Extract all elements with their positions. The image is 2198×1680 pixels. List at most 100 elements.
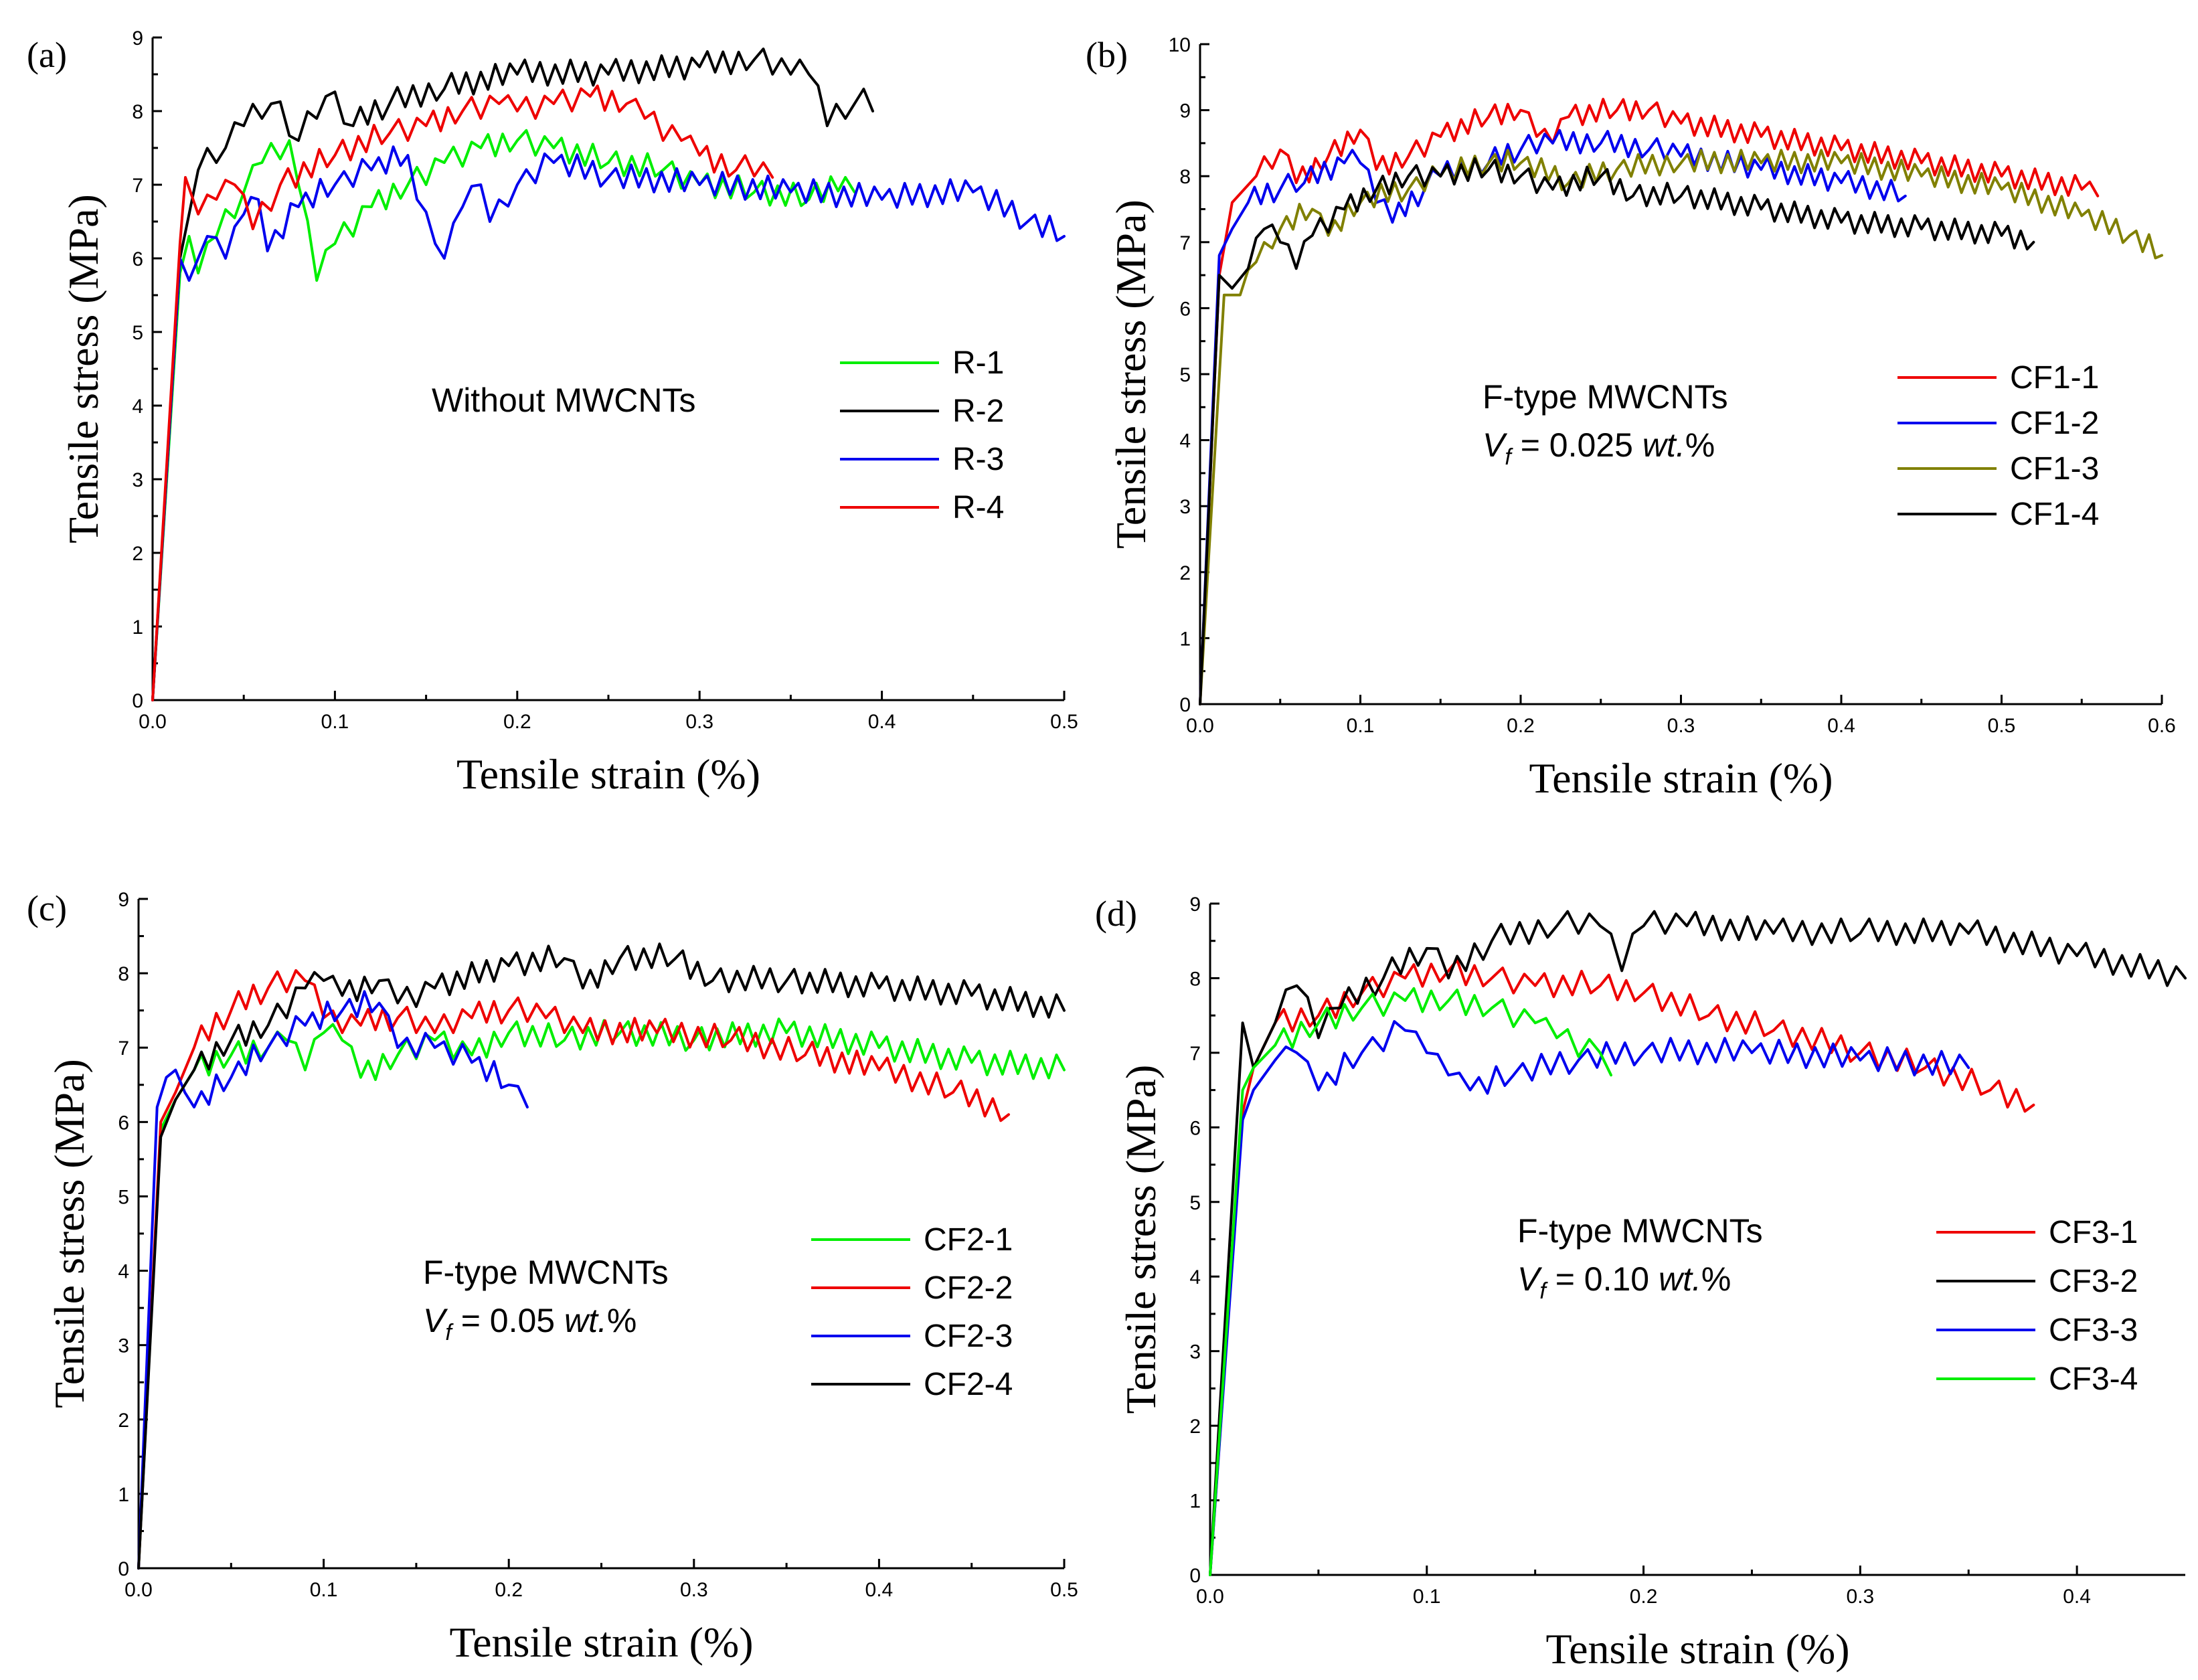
annotation-volume-fraction: Vf = 0.025 wt.% [1483, 426, 1715, 470]
x-tick-label: 0.4 [865, 1579, 894, 1601]
x-tick-label: 0.4 [1827, 715, 1855, 737]
series-line-cf2-3 [137, 990, 529, 1570]
legend-label: R-3 [952, 442, 1004, 477]
x-tick-label: 0.0 [124, 1579, 153, 1601]
y-tick-label: 9 [1179, 100, 1191, 122]
y-tick-label: 9 [1189, 894, 1201, 916]
panel-letter: (a) [27, 35, 67, 75]
y-tick-label: 6 [1179, 298, 1191, 320]
y-tick-label: 6 [1189, 1117, 1201, 1139]
y-tick-label: 8 [118, 963, 129, 985]
y-tick-label: 7 [132, 175, 143, 197]
y-tick-label: 6 [118, 1112, 129, 1134]
x-tick-label: 0.1 [1413, 1586, 1441, 1608]
legend-label: CF1-1 [2010, 360, 2099, 396]
legend: CF2-1 CF2-2 CF2-3 CF2-4 [811, 1222, 1013, 1402]
x-tick-label: 0.5 [1050, 1579, 1078, 1601]
series-line-cf1-3 [1199, 149, 2163, 705]
annotation-label: F-type MWCNTs [1517, 1212, 1763, 1250]
x-tick-label: 0.0 [1186, 715, 1214, 737]
x-axis-title: Tensile strain (%) [1545, 1625, 1849, 1673]
y-tick-label: 0 [118, 1558, 129, 1580]
y-tick-label: 1 [118, 1484, 129, 1506]
legend-label: CF2-2 [924, 1270, 1013, 1306]
y-tick-label: 8 [132, 101, 143, 123]
series-line-cf2-4 [137, 942, 1066, 1570]
chart-panel-3: (c) 0.0 0.1 0.2 0.3 0.4 0.5 0 1 2 3 4 5 6 7 8 9 Tensile s… [27, 888, 1078, 1666]
x-tick-label: 0.2 [495, 1579, 523, 1601]
y-tick-label: 2 [118, 1410, 129, 1432]
legend-label: CF1-3 [2010, 451, 2099, 487]
legend-label: CF3-3 [2049, 1313, 2138, 1348]
y-tick-label: 1 [1189, 1491, 1201, 1513]
y-tick-label: 7 [1179, 232, 1191, 254]
y-tick-label: 5 [132, 322, 143, 344]
y-tick-label: 1 [132, 616, 143, 639]
y-tick-label: 2 [132, 543, 143, 565]
chart-panel-1: (a) 0.0 0.1 0.2 0.3 0.4 0.5 0 1 2 3 4 5 6 7 8 9 Tensile s… [27, 27, 1078, 798]
annotation-label: F-type MWCNTs [423, 1254, 669, 1291]
y-tick-label: 0 [1179, 694, 1191, 716]
y-tick-label: 4 [132, 396, 143, 418]
x-axis-title: Tensile strain (%) [449, 1618, 753, 1666]
series-line-cf1-1 [1199, 98, 2100, 705]
series-line-cf2-1 [137, 1017, 1066, 1570]
series-line-r-3 [151, 145, 1066, 701]
y-tick-label: 5 [1179, 364, 1191, 386]
y-tick-label: 3 [132, 469, 143, 491]
x-tick-label: 0.2 [503, 711, 531, 733]
y-tick-label: 7 [1189, 1043, 1201, 1065]
legend-label: CF3-2 [2049, 1264, 2138, 1299]
series-line-r-2 [151, 48, 874, 701]
y-tick-label: 5 [1189, 1192, 1201, 1214]
y-axis-title: Tensile stress (MPa) [46, 1059, 93, 1408]
x-tick-label: 0.3 [1846, 1586, 1874, 1608]
x-tick-label: 0.4 [2063, 1586, 2091, 1608]
annotation-label: F-type MWCNTs [1483, 378, 1728, 416]
x-tick-label: 0.3 [685, 711, 713, 733]
series-line-r-1 [151, 129, 856, 701]
y-axis-title: Tensile stress (MPa) [1117, 1065, 1165, 1414]
legend-label: CF1-4 [2010, 497, 2099, 532]
legend-label: CF2-3 [924, 1319, 1013, 1354]
y-tick-label: 0 [1189, 1565, 1201, 1587]
x-tick-label: 0.5 [1988, 715, 2016, 737]
y-tick-label: 4 [118, 1261, 129, 1283]
legend-label: CF1-2 [2010, 406, 2099, 441]
y-tick-label: 1 [1179, 628, 1191, 650]
series-line-cf1-2 [1199, 129, 1907, 705]
x-tick-label: 0.0 [1196, 1586, 1224, 1608]
x-tick-label: 0.5 [1050, 711, 1078, 733]
legend-label: CF2-4 [924, 1367, 1013, 1402]
y-tick-label: 6 [132, 248, 143, 270]
annotation-volume-fraction: Vf = 0.05 wt.% [423, 1302, 637, 1345]
y-tick-label: 9 [118, 889, 129, 911]
legend: CF1-1 CF1-2 CF1-3 CF1-4 [1897, 360, 2099, 532]
y-tick-label: 7 [118, 1037, 129, 1060]
y-tick-label: 9 [132, 27, 143, 50]
panel-letter: (d) [1095, 894, 1137, 934]
x-tick-label: 0.1 [321, 711, 349, 733]
y-tick-label: 2 [1179, 562, 1191, 584]
y-tick-label: 2 [1189, 1416, 1201, 1438]
y-tick-label: 0 [132, 690, 143, 712]
legend-label: R-1 [952, 345, 1004, 381]
y-tick-label: 3 [1179, 496, 1191, 518]
y-tick-label: 10 [1169, 34, 1191, 56]
chart-panel-2: (b) 0.0 0.1 0.2 0.3 0.4 0.5 0.6 0 1 2 3 4 5 6 7 8 9 10 Tens… [1086, 34, 2176, 802]
legend-label: R-2 [952, 394, 1004, 429]
y-tick-label: 3 [1189, 1341, 1201, 1363]
y-tick-label: 8 [1179, 166, 1191, 188]
y-tick-label: 4 [1179, 430, 1191, 452]
y-tick-label: 4 [1189, 1266, 1201, 1288]
x-tick-label: 0.6 [2148, 715, 2176, 737]
x-tick-label: 0.1 [310, 1579, 338, 1601]
x-axis-title: Tensile strain (%) [456, 750, 760, 798]
panel-letter: (b) [1086, 35, 1128, 75]
y-axis-title: Tensile stress (MPa) [1107, 199, 1155, 549]
y-tick-label: 5 [118, 1186, 129, 1208]
annotation-volume-fraction: Vf = 0.10 wt.% [1517, 1260, 1731, 1304]
series-line-cf3-2 [1209, 910, 2187, 1576]
legend: CF3-1 CF3-2 CF3-3 CF3-4 [1936, 1215, 2138, 1397]
